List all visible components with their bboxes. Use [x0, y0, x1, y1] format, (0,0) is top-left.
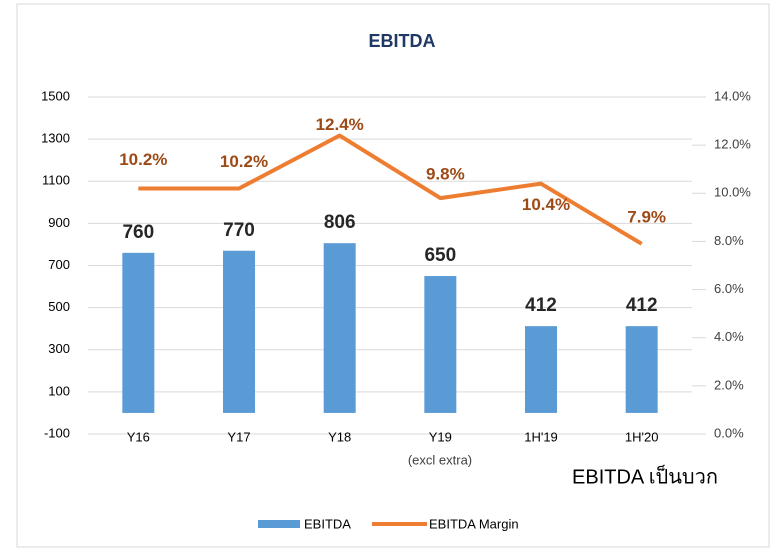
bar: [323, 243, 356, 413]
y2-tick-label: 8.0%: [714, 233, 744, 248]
bar: [122, 252, 155, 413]
bar-label: 806: [324, 212, 356, 233]
y2-tick-label: 10.0%: [714, 185, 751, 200]
line-label: 7.9%: [627, 207, 666, 226]
y-tick-label: 700: [48, 257, 70, 272]
annotation: EBITDA เป็นบวก: [572, 463, 718, 488]
bar-label: 760: [122, 222, 154, 243]
line-label: 10.4%: [522, 195, 570, 214]
y-tick-label: 500: [48, 299, 70, 314]
y2-tick-label: 14.0%: [714, 88, 751, 103]
bar: [424, 276, 457, 413]
x-tick-label: Y16: [127, 429, 150, 444]
y-tick-label: 900: [48, 215, 70, 230]
y-tick-label: 1100: [42, 173, 70, 188]
y2-tick-label: 4.0%: [714, 329, 744, 344]
bar-label: 770: [223, 220, 255, 241]
legend-label: EBITDA Margin: [429, 516, 519, 531]
y2-tick-label: 12.0%: [714, 137, 751, 152]
x-tick-label: 1H'20: [625, 429, 659, 444]
y-tick-label: 100: [48, 383, 70, 398]
legend-label: EBITDA: [304, 516, 351, 531]
x-tick-label: Y18: [328, 429, 351, 444]
legend-swatch: [258, 520, 300, 528]
x-tick-label: 1H'19: [524, 429, 558, 444]
y-tick-label: -100: [44, 425, 70, 440]
bar-label: 412: [626, 295, 658, 316]
line-label: 9.8%: [426, 165, 465, 184]
bar-label: 412: [525, 295, 557, 316]
chart-title: EBITDA: [369, 31, 436, 51]
bar: [625, 326, 658, 413]
line-label: 10.2%: [220, 152, 268, 171]
line-label: 10.2%: [119, 150, 167, 169]
bar: [525, 326, 557, 413]
bar-label: 650: [424, 245, 456, 266]
annotation: (excl extra): [408, 452, 472, 467]
y2-tick-label: 6.0%: [714, 281, 744, 296]
y-tick-label: 1300: [41, 131, 70, 146]
y2-tick-label: 2.0%: [714, 377, 744, 392]
x-tick-label: Y19: [429, 429, 452, 444]
x-tick-label: Y17: [227, 429, 250, 444]
y2-tick-label: 0.0%: [714, 425, 744, 440]
line: [138, 133, 643, 246]
bar: [223, 250, 255, 413]
y-tick-label: 300: [48, 341, 70, 356]
line-label: 12.4%: [316, 115, 364, 134]
y-tick-label: 1500: [41, 88, 70, 103]
